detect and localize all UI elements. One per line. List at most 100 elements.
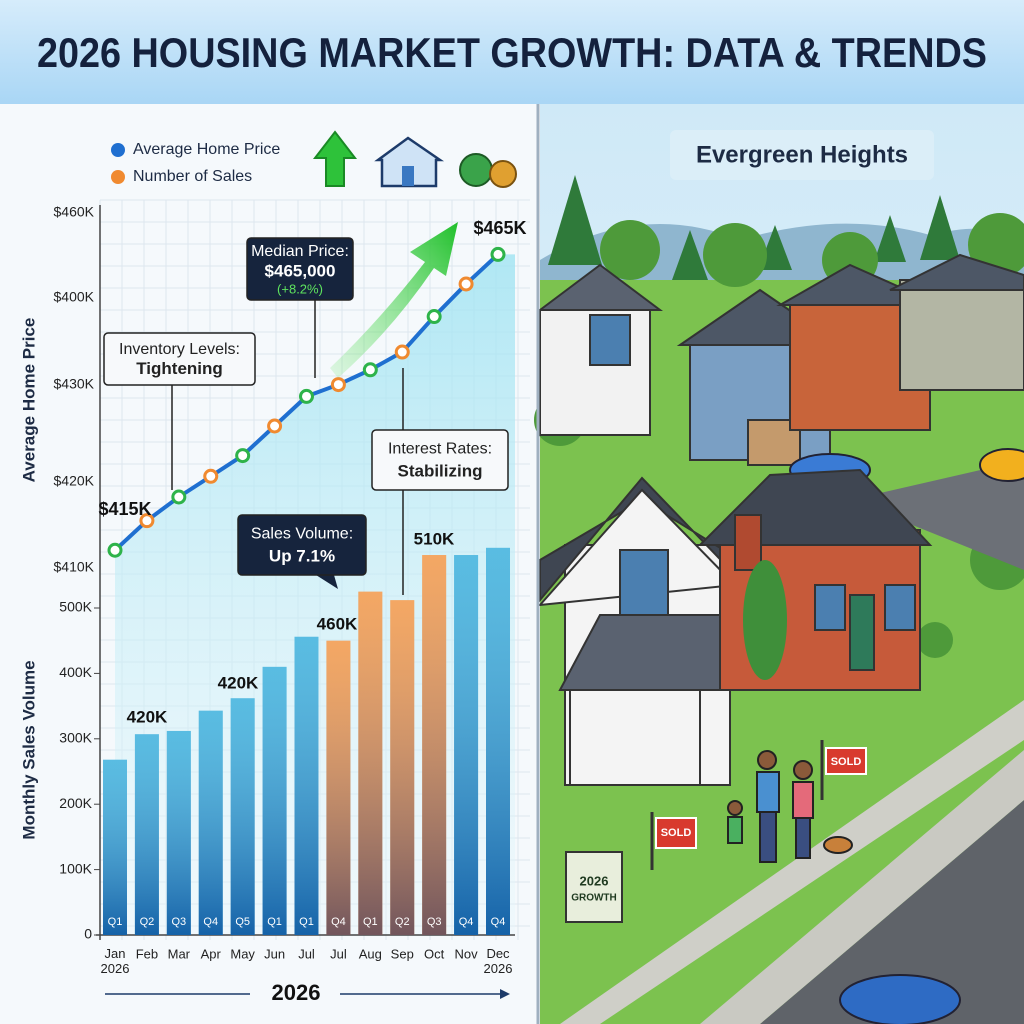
bar-shade [486, 547, 510, 935]
callout-text: Stabilizing [398, 461, 483, 480]
x-tick-label: Jul [330, 946, 347, 961]
growth-sign: 2026 [580, 873, 609, 888]
bar-shade [390, 600, 415, 935]
x-tick-label: Dec 2026 [484, 946, 513, 976]
y-tick-label: 100K [59, 860, 92, 876]
price-marker [267, 418, 283, 434]
illustration: SOLD SOLD 2026 GROWTH Evergreen Heights [534, 104, 1024, 1024]
callout-title: Interest Rates: [388, 440, 492, 457]
callout-box [237, 514, 367, 576]
callout-title: Median Price: [251, 243, 349, 260]
bar-annotation: 420K [127, 707, 168, 726]
bar-label: Q1 [299, 916, 314, 928]
bar-annotation: 420K [218, 673, 259, 692]
bar-shade [358, 591, 383, 935]
bar-annotation: 510K [414, 529, 455, 548]
chart: 0 100K 200K 300K 400K 500K $460K $400K $430K $420… [19, 130, 527, 1005]
callout-title: Sales Volume: [251, 525, 353, 542]
price-marker [171, 489, 187, 505]
sold-sign: SOLD [831, 756, 862, 768]
price-marker [394, 344, 410, 360]
bar-shade [166, 730, 191, 935]
bar-label: Q4 [459, 916, 474, 928]
y2-axis-label: $400K [54, 289, 95, 305]
x-tick-label: May [230, 946, 255, 961]
y2-axis-label: $430K [54, 376, 95, 392]
x-tick-label: Sep [391, 946, 414, 961]
legend-label: Number of Sales [133, 168, 252, 185]
bar-shade [326, 640, 351, 935]
price-marker [458, 276, 474, 292]
up-arrow-icon [312, 130, 358, 187]
price-marker [330, 377, 346, 393]
callout-text: Up 7.1% [269, 546, 335, 565]
price-value-label: $415K [98, 499, 151, 519]
bar-label: Q3 [427, 916, 442, 928]
bar-label: Q4 [203, 916, 218, 928]
callout-text: $465,000 [265, 261, 336, 280]
y-tick-label: 500K [59, 599, 92, 615]
x-tick-label: Jul [298, 946, 315, 961]
price-marker [203, 468, 219, 484]
bar-label: Q3 [171, 916, 186, 928]
y-tick-label: 300K [59, 730, 92, 746]
page-title: 2026 HOUSING MARKET GROWTH: DATA & TREND… [37, 29, 987, 76]
bar-label: Q5 [235, 916, 250, 928]
callout-box [103, 332, 256, 386]
x-title-arrowhead [500, 989, 510, 999]
price-marker [490, 246, 506, 262]
bar-label: Q1 [108, 916, 123, 928]
y-tick-label: 400K [59, 664, 92, 680]
y-tick-label: 0 [84, 926, 92, 942]
x-tick-label: Apr [201, 946, 222, 961]
callout-text: Tightening [136, 359, 223, 378]
place-label: Evergreen Heights [696, 141, 908, 168]
y2-title: Average Home Price [19, 318, 38, 483]
growth-arrow [330, 222, 458, 378]
money-bag [489, 160, 517, 188]
x-tick-label: Nov [455, 946, 479, 961]
callout-tail [316, 575, 338, 589]
sold-sign: SOLD [661, 827, 692, 839]
x-tick-label: Jan 2026 [101, 946, 130, 976]
callout-title: Inventory Levels: [119, 341, 240, 358]
bar-shade [422, 555, 447, 935]
x-tick-label: Oct [424, 946, 445, 961]
x-tick-label: Aug [359, 946, 382, 961]
x-tick-label: Mar [168, 946, 191, 961]
bar-shade [262, 666, 287, 935]
y2-axis-label: $460K [54, 204, 95, 220]
bar-shade [198, 710, 223, 935]
bar-label: Q1 [267, 916, 282, 928]
bar-label: Q2 [395, 916, 410, 928]
price-marker [426, 309, 442, 325]
callout-box [246, 237, 354, 301]
legend-label: Average Home Price [133, 141, 280, 158]
x-tick-label: Jun [264, 946, 285, 961]
bar-label: Q4 [331, 916, 346, 928]
house-door [402, 166, 414, 186]
y-title: Monthly Sales Volume [19, 660, 38, 839]
legend-swatch [111, 143, 125, 157]
house-icon [374, 136, 445, 188]
bar-label: Q4 [491, 916, 506, 928]
callout-note: (+8.2%) [277, 281, 323, 296]
y2-axis-label: $420K [54, 473, 95, 489]
bar-shade [103, 759, 127, 935]
price-marker [107, 542, 123, 558]
bar-label: Q2 [140, 916, 155, 928]
growth-sign: GROWTH [571, 893, 617, 904]
bar-shade [294, 636, 319, 935]
bar-shade [134, 734, 159, 935]
price-marker [362, 362, 378, 378]
price-marker [139, 513, 155, 529]
price-marker [235, 448, 251, 464]
legend-swatch [111, 170, 125, 184]
place-box [670, 130, 934, 180]
title-band [0, 0, 1024, 104]
y2-axis-label: $410K [54, 559, 95, 575]
bar-annotation: 460K [317, 614, 358, 633]
bar-label: Q1 [363, 916, 378, 928]
